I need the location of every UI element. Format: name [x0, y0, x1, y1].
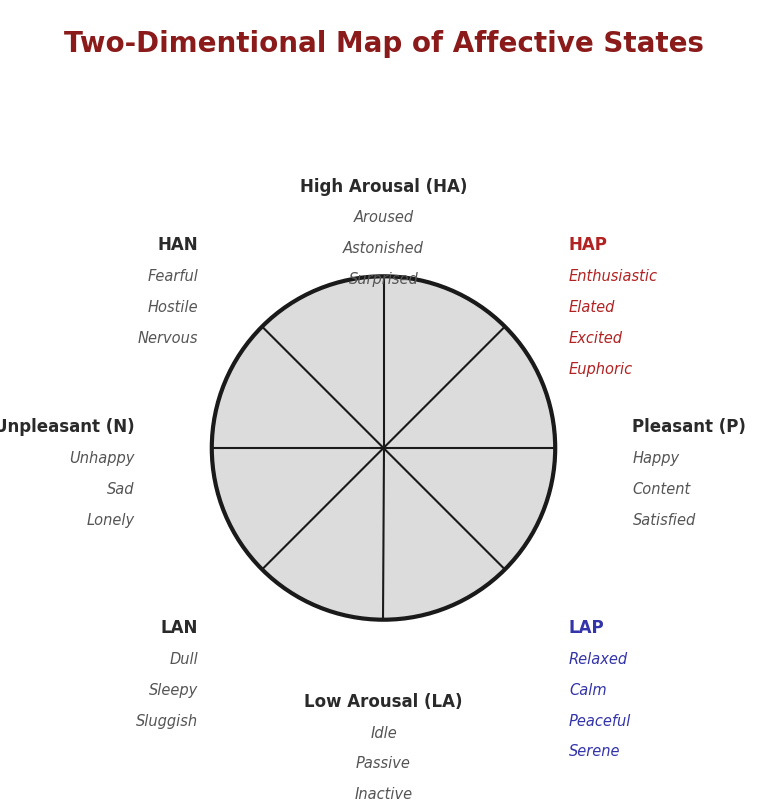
Text: Fearful: Fearful	[147, 269, 198, 284]
Text: Happy: Happy	[633, 451, 680, 466]
Text: Aroused: Aroused	[354, 210, 413, 226]
Text: Inactive: Inactive	[354, 787, 413, 800]
Text: Sluggish: Sluggish	[136, 714, 198, 729]
Text: Two-Dimentional Map of Affective States: Two-Dimentional Map of Affective States	[64, 30, 703, 58]
Text: Low Arousal (LA): Low Arousal (LA)	[304, 693, 463, 711]
Text: Enthusiastic: Enthusiastic	[569, 269, 658, 284]
Text: Lonely: Lonely	[87, 513, 134, 528]
Text: Sleepy: Sleepy	[149, 682, 198, 698]
Text: HAP: HAP	[569, 236, 607, 254]
Text: Nervous: Nervous	[137, 330, 198, 346]
Text: Unpleasant (N): Unpleasant (N)	[0, 418, 134, 436]
Circle shape	[212, 276, 555, 620]
Text: Excited: Excited	[569, 330, 623, 346]
Text: High Arousal (HA): High Arousal (HA)	[300, 178, 467, 196]
Text: Idle: Idle	[370, 726, 397, 741]
Text: Serene: Serene	[569, 745, 621, 759]
Text: Euphoric: Euphoric	[569, 362, 633, 377]
Text: Unhappy: Unhappy	[69, 451, 134, 466]
Text: Satisfied: Satisfied	[633, 513, 696, 528]
Text: Sad: Sad	[107, 482, 134, 497]
Text: Astonished: Astonished	[343, 242, 424, 256]
Text: Content: Content	[633, 482, 691, 497]
Text: Relaxed: Relaxed	[569, 652, 628, 666]
Text: Elated: Elated	[569, 300, 615, 314]
Text: LAP: LAP	[569, 619, 604, 638]
Text: Surprised: Surprised	[349, 272, 418, 287]
Text: HAN: HAN	[157, 236, 198, 254]
Text: Passive: Passive	[356, 757, 411, 771]
Text: Pleasant (P): Pleasant (P)	[633, 418, 746, 436]
Text: Hostile: Hostile	[147, 300, 198, 314]
Text: Peaceful: Peaceful	[569, 714, 631, 729]
Text: LAN: LAN	[160, 619, 198, 638]
Text: Dull: Dull	[170, 652, 198, 666]
Text: Calm: Calm	[569, 682, 607, 698]
